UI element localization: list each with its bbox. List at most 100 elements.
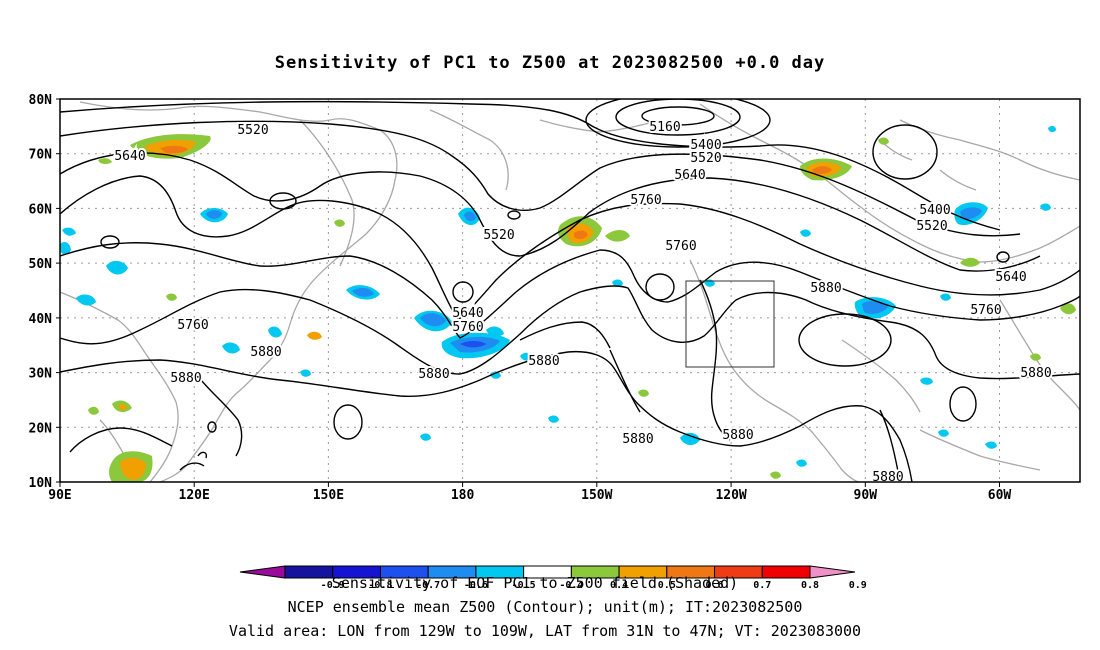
positive-patch [118,404,127,411]
colorbar-tick-label: 0.5 [658,580,676,591]
contour-label: 5400 [690,138,721,153]
lat-axis [56,98,60,483]
contour-label: 5880 [872,470,903,485]
caption-shaded: Sensitivity of EOF PC1 to Z500 field (Sh… [332,574,738,592]
lon-label: 120E [179,488,210,503]
negative-patch [490,371,501,379]
colorbar-tick-label: -0.6 [464,580,488,591]
lon-label: 120W [715,488,746,503]
colorbar-segment [761,565,811,579]
colorbar-tick-label: -0.8 [368,580,392,591]
positive-patch [960,257,980,267]
positive-patch [1030,353,1041,361]
positive-patch [98,158,112,165]
negative-patch [106,260,128,275]
contour-label: 5640 [674,168,705,183]
lat-label: 50N [29,257,53,272]
contour-label: 5880 [622,432,653,447]
negative-patch [460,341,486,348]
colorbar-tick-label: 0.9 [849,580,867,591]
negative-patch [76,294,96,306]
negative-patch [222,342,240,354]
contour-label: 5880 [722,428,753,443]
positive-patch [120,457,146,480]
negative-patch [268,326,282,338]
positive-patch [770,471,781,479]
lat-label: 70N [29,148,53,163]
map-panel: 5160 5400 5520 5640 5760 5880 5520 5640 … [29,93,1081,503]
positive-patch [1060,303,1076,315]
positive-patch [878,137,889,145]
negative-patch [300,369,311,377]
contour-label: 5520 [237,123,268,138]
positive-patch [574,230,588,240]
positive-patch [166,293,177,301]
contour-label: 5520 [916,219,947,234]
negative-patch [464,211,476,222]
z500-contours [60,99,1080,482]
negative-patch [1048,125,1056,133]
colorbar-tick-label: 0.6 [706,580,724,591]
negative-patch [862,300,888,315]
negative-patch [420,433,431,441]
lon-label: 90E [48,488,71,503]
lat-label: 40N [29,312,53,327]
contour-label: 5520 [690,151,721,166]
caption-contour: NCEP ensemble mean Z500 (Contour); unit(… [288,598,803,616]
lon-label: 150E [313,488,344,503]
negative-patch [420,313,446,327]
colorbar-tick-label: -0.9 [321,580,345,591]
lat-label: 10N [29,476,53,491]
colorbar-segment [284,565,334,579]
negative-patch [938,429,949,437]
valid-area-box [685,280,775,368]
lon-label: 60W [988,488,1012,503]
contour-label: 5880 [1020,366,1051,381]
figure-title: Sensitivity of PC1 to Z500 at 2023082500… [275,53,826,73]
negative-patch [1040,203,1051,211]
contour-label: 5760 [452,320,483,335]
contour-label: 5760 [630,193,661,208]
colorbar: -0.9 -0.8 -0.7 -0.6 -0.5 -0.4 0.4 0.5 0.6 0.7 0.8 0… [239,565,867,591]
contour-label: 5160 [649,120,680,135]
negative-patch [612,279,623,287]
contour-label: 5520 [483,228,514,243]
contour-label: 5880 [170,371,201,386]
positive-patch [605,230,630,242]
colorbar-tick-label: 0.7 [753,580,771,591]
lat-label: 30N [29,367,53,382]
positive-patch [638,389,649,397]
contour-labels: 5160 5400 5520 5640 5760 5880 5520 5640 … [112,118,1053,485]
colorbar-tick-label: 0.8 [801,580,819,591]
lat-label: 60N [29,202,53,217]
negative-patch [520,352,533,361]
lon-label: 180 [451,488,475,503]
colorbar-tick-label: -0.5 [512,580,536,591]
coastlines [60,101,1080,482]
positive-patch [307,331,322,340]
lon-label: 150W [581,488,612,503]
positive-patch [88,406,99,415]
colorbar-tick-label: -0.7 [416,580,440,591]
negative-patch [60,242,71,255]
positive-patch [334,219,345,227]
negative-patch [940,293,951,301]
negative-patch [796,459,807,467]
contour-label: 5880 [250,345,281,360]
graticule [60,99,1080,482]
negative-patch [985,441,997,449]
map-frame [59,98,1081,483]
lat-label: 80N [29,93,53,108]
contour-label: 5400 [919,203,950,218]
lon-axis [59,482,1000,487]
contour-label: 5640 [995,270,1026,285]
caption-valid-area: Valid area: LON from 129W to 109W, LAT f… [229,622,861,640]
negative-patch [352,287,374,297]
contour-label: 5640 [452,306,483,321]
colorbar-tick-label: 0.4 [610,580,628,591]
contour-label: 5640 [114,149,145,164]
contour-label: 5880 [418,367,449,382]
positive-patch [160,145,188,154]
positive-patch [812,166,832,174]
